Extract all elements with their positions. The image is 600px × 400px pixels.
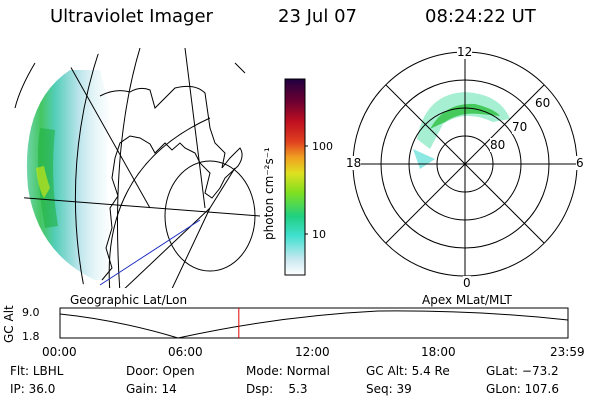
date-label: 23 Jul 07 <box>278 6 357 27</box>
time-tick-1800: 18:00 <box>421 345 456 359</box>
colorbar-unit-label: photon cm⁻²s⁻¹ <box>262 147 276 240</box>
mlt-label-18: 18 <box>346 156 362 170</box>
status-ip: IP: 36.0 <box>10 382 56 396</box>
mlt-label-0: 0 <box>463 276 471 290</box>
status-seq: Seq: 39 <box>366 382 412 396</box>
colorbar <box>284 78 308 276</box>
time-tick-0600: 06:00 <box>168 345 203 359</box>
status-gain: Gain: 14 <box>126 382 177 396</box>
status-door: Door: Open <box>126 364 195 378</box>
polar-map <box>352 51 578 277</box>
uv-image-region <box>26 70 120 280</box>
colorbar-tick-100: 100 <box>312 140 333 153</box>
status-glon: GLon: 107.6 <box>486 382 559 396</box>
time-tick-0000: 00:00 <box>42 345 77 359</box>
mlat-label-80: 80 <box>490 138 506 152</box>
gc-alt-axis-label: GC Alt <box>2 305 16 343</box>
geo-panel-label: Geographic Lat/Lon <box>70 293 188 307</box>
gc-alt-tick-max: 9.0 <box>22 306 40 319</box>
mlt-label-12: 12 <box>457 45 473 59</box>
status-gc-alt: GC Alt: 5.4 Re <box>366 364 450 378</box>
altitude-strip <box>59 307 569 339</box>
polar-aurora <box>417 92 510 149</box>
gc-alt-tick-min: 1.8 <box>22 330 40 343</box>
mlt-label-6: 6 <box>576 156 584 170</box>
status-glat: GLat: −73.2 <box>486 364 559 378</box>
status-dsp: Dsp: 5.3 <box>246 382 308 396</box>
instrument-title: Ultraviolet Imager <box>50 6 213 27</box>
time-tick-1200: 12:00 <box>295 345 330 359</box>
time-tick-2359: 23:59 <box>550 345 585 359</box>
polar-panel-label: Apex MLat/MLT <box>422 293 512 307</box>
time-label: 08:24:22 UT <box>425 6 536 27</box>
geographic-map <box>14 48 260 288</box>
status-mode: Mode: Normal <box>246 364 330 378</box>
colorbar-tick-10: 10 <box>312 228 326 241</box>
status-flt: Flt: LBHL <box>10 364 64 378</box>
mlat-label-70: 70 <box>512 120 528 134</box>
mlat-label-60: 60 <box>535 96 551 110</box>
